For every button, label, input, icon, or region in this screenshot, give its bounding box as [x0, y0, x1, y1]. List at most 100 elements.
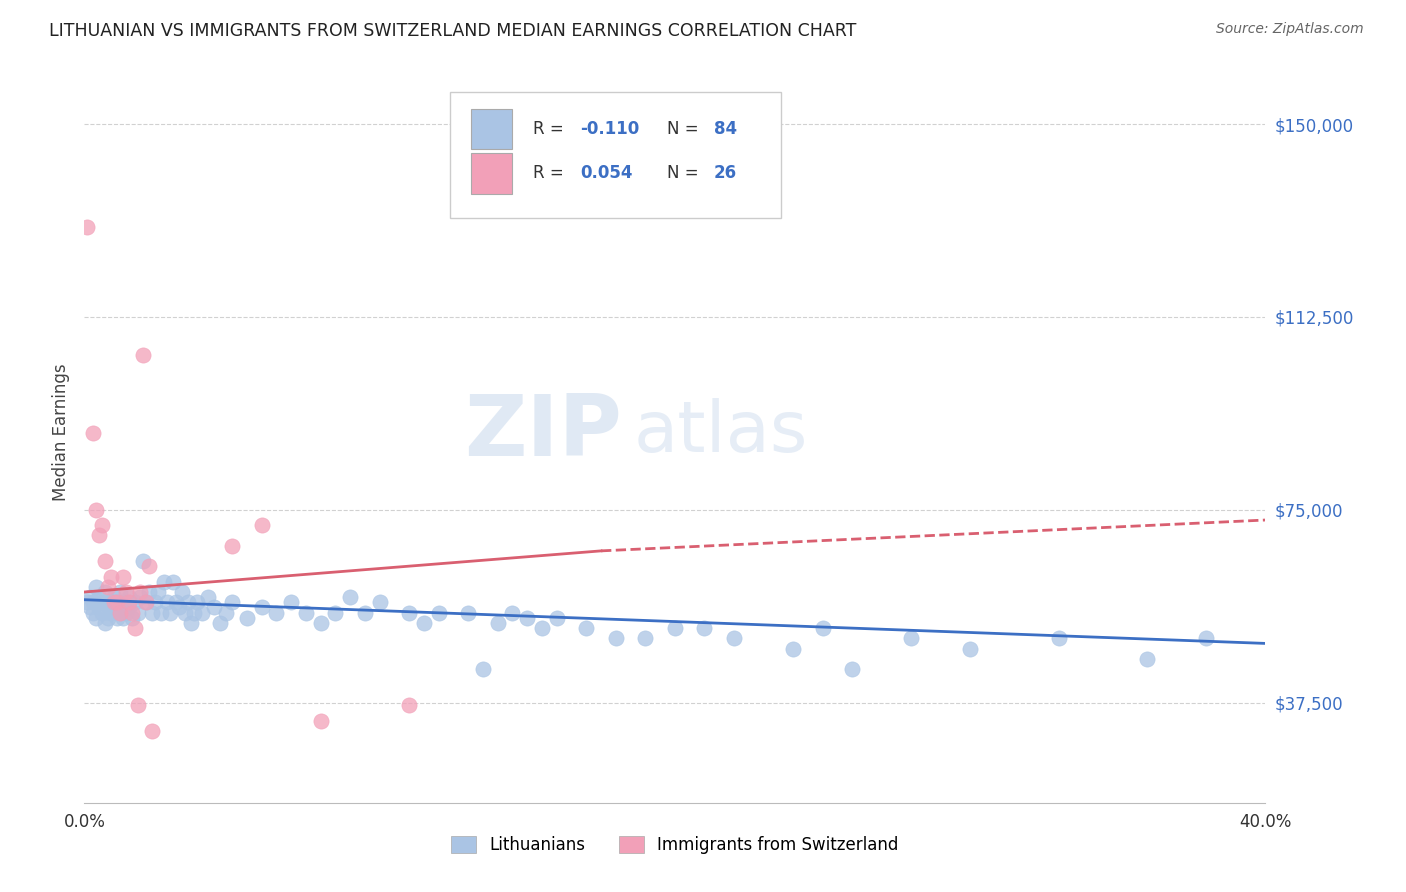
Point [124, 621, 146, 635]
Point [118, 600, 141, 615]
Point [138, 559, 160, 574]
Point [82, 606, 104, 620]
Point [111, 610, 134, 624]
Point [135, 595, 157, 609]
Point [472, 662, 495, 676]
Point [165, 595, 187, 609]
Text: N =: N = [666, 120, 703, 138]
Text: ZIP: ZIP [464, 391, 621, 475]
Point [1195, 632, 1218, 646]
Point [108, 585, 131, 599]
Point [87, 590, 111, 604]
Point [108, 606, 131, 620]
Point [118, 595, 141, 609]
Point [427, 606, 450, 620]
Point [295, 606, 318, 620]
Point [127, 606, 149, 620]
Point [138, 585, 160, 599]
FancyBboxPatch shape [471, 153, 512, 194]
Point [76, 595, 98, 609]
Point [575, 621, 598, 635]
Legend: Lithuanians, Immigrants from Switzerland: Lithuanians, Immigrants from Switzerland [444, 830, 905, 861]
Point [236, 610, 259, 624]
Point [143, 595, 166, 609]
Point [91, 595, 114, 609]
Point [76, 219, 98, 234]
Point [82, 595, 104, 609]
Point [82, 425, 104, 440]
Point [114, 595, 136, 609]
Point [173, 606, 195, 620]
Point [186, 595, 208, 609]
Point [183, 606, 205, 620]
FancyBboxPatch shape [450, 92, 782, 218]
Text: LITHUANIAN VS IMMIGRANTS FROM SWITZERLAND MEDIAN EARNINGS CORRELATION CHART: LITHUANIAN VS IMMIGRANTS FROM SWITZERLAN… [49, 22, 856, 40]
Point [129, 585, 152, 599]
Point [486, 615, 509, 630]
Point [150, 606, 173, 620]
Point [197, 590, 219, 604]
Point [141, 606, 163, 620]
Point [108, 606, 131, 620]
Point [221, 539, 243, 553]
Point [413, 615, 436, 630]
Point [156, 595, 179, 609]
Point [250, 518, 273, 533]
Point [501, 606, 523, 620]
Point [100, 606, 122, 620]
Point [339, 590, 361, 604]
Point [87, 528, 111, 542]
Point [191, 606, 214, 620]
Point [121, 610, 143, 624]
Point [209, 615, 232, 630]
Point [111, 569, 134, 583]
Point [97, 580, 120, 594]
Point [111, 600, 134, 615]
Point [605, 632, 627, 646]
Y-axis label: Median Earnings: Median Earnings [52, 364, 70, 501]
Point [103, 600, 125, 615]
Point [84, 580, 107, 594]
Point [693, 621, 716, 635]
Point [84, 502, 107, 516]
Point [91, 606, 114, 620]
Point [91, 518, 114, 533]
Point [841, 662, 863, 676]
Point [132, 554, 155, 568]
Point [634, 632, 657, 646]
Text: 26: 26 [714, 164, 737, 183]
Point [309, 615, 332, 630]
Point [94, 554, 117, 568]
Point [94, 615, 117, 630]
Point [87, 600, 111, 615]
Point [103, 590, 125, 604]
Point [221, 595, 243, 609]
Point [105, 595, 128, 609]
Point [153, 574, 176, 589]
Point [127, 698, 149, 712]
Point [782, 641, 804, 656]
Point [97, 610, 120, 624]
Point [141, 723, 163, 738]
Point [84, 610, 107, 624]
Point [398, 606, 420, 620]
Point [368, 595, 391, 609]
Text: 84: 84 [714, 120, 737, 138]
Point [1047, 632, 1070, 646]
Point [132, 349, 155, 363]
Text: 0.054: 0.054 [581, 164, 633, 183]
Point [215, 606, 238, 620]
Point [105, 595, 128, 609]
Text: R =: R = [533, 164, 569, 183]
Point [516, 610, 538, 624]
Point [280, 595, 302, 609]
Point [266, 606, 288, 620]
Point [457, 606, 479, 620]
Point [114, 585, 136, 599]
Point [177, 595, 200, 609]
Text: Source: ZipAtlas.com: Source: ZipAtlas.com [1216, 22, 1364, 37]
Point [135, 595, 157, 609]
Point [531, 621, 554, 635]
Point [124, 595, 146, 609]
Point [723, 632, 745, 646]
